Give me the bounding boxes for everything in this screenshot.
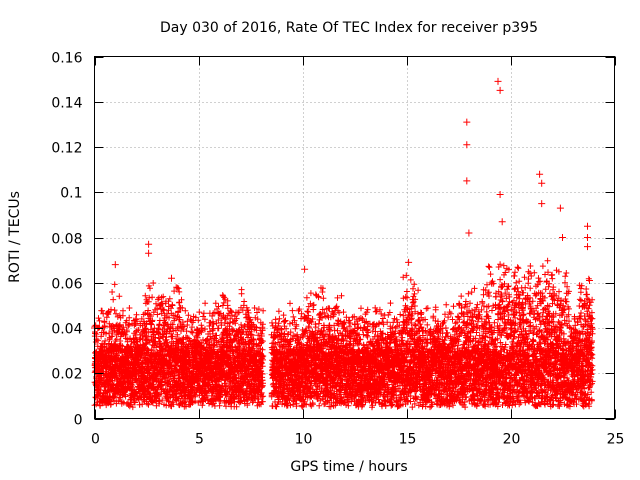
y-tick-label: 0.16 (51, 51, 82, 67)
y-tick-label: 0.02 (51, 367, 82, 383)
y-tick-label: 0.08 (51, 232, 82, 248)
x-tick-label: 20 (503, 432, 521, 448)
x-tick-label: 0 (91, 432, 100, 448)
x-tick-label: 5 (195, 432, 204, 448)
y-tick-label: 0.06 (51, 277, 82, 293)
roti-data-points (91, 77, 596, 411)
y-axis-title: ROTI / TECUs (7, 191, 23, 283)
x-tick-label: 25 (607, 432, 625, 448)
ticks-layer (94, 56, 616, 420)
x-tick-label: 15 (399, 432, 417, 448)
labels-layer: 0 0.02 0.04 0.06 0.08 0.1 0.12 0.14 0.16 0 5 10 15 20… (51, 51, 624, 448)
chart-title: Day 030 of 2016, Rate Of TEC Index for r… (160, 20, 538, 36)
y-tick-label: 0.1 (60, 186, 82, 202)
y-tick-label: 0.12 (51, 141, 82, 157)
y-tick-label: 0.14 (51, 96, 82, 112)
y-tick-label: 0.04 (51, 322, 82, 338)
x-tick-label: 10 (295, 432, 313, 448)
y-tick-label: 0 (74, 413, 83, 429)
plot-frame (94, 56, 615, 419)
points-layer (91, 77, 596, 411)
x-axis-title: GPS time / hours (290, 459, 407, 475)
